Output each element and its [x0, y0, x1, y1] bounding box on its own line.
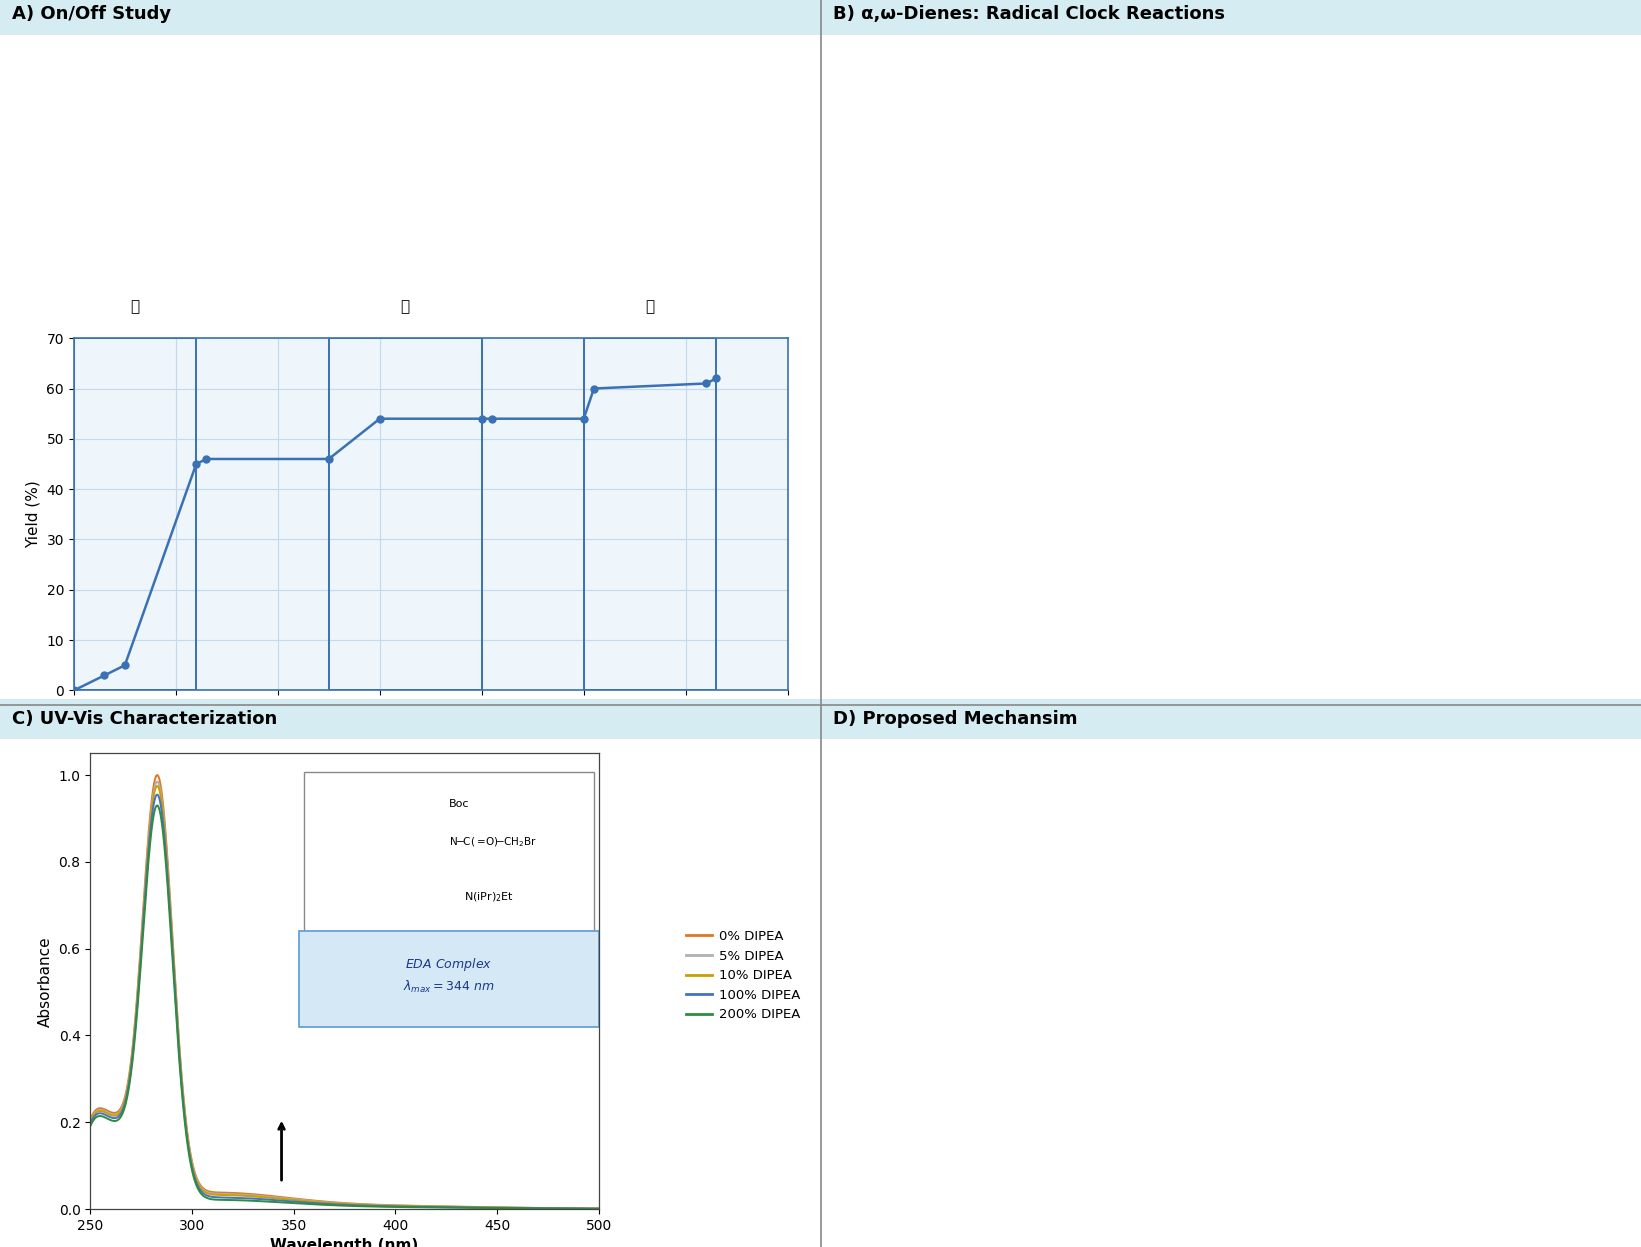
Bar [0, 0, 820, 35]
Text: B) α,ω-Dienes: Radical Clock Reactions: B) α,ω-Dienes: Radical Clock Reactions [834, 5, 1224, 22]
Text: A) On/Off Study: A) On/Off Study [13, 5, 171, 22]
Bar [820, 0, 1641, 35]
Text: D) Proposed Mechansim: D) Proposed Mechansim [834, 711, 1076, 728]
Legend: 0% DIPEA, 5% DIPEA, 10% DIPEA, 100% DIPEA, 200% DIPEA: 0% DIPEA, 5% DIPEA, 10% DIPEA, 100% DIPE… [681, 925, 806, 1026]
Text: 🔦: 🔦 [645, 299, 655, 314]
Text: C) UV-Vis Characterization: C) UV-Vis Characterization [13, 711, 277, 728]
Text: 🔦: 🔦 [131, 299, 139, 314]
Text: 🔦: 🔦 [400, 299, 410, 314]
Bar [0, 700, 820, 739]
Bar [820, 700, 1641, 739]
